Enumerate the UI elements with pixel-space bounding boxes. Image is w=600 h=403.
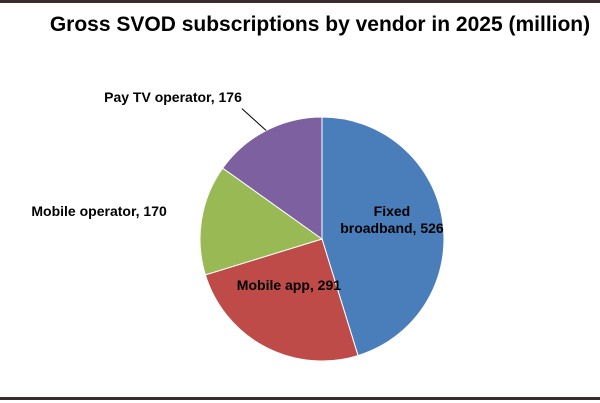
data-label-box: Fixed broadband, 526 — [340, 203, 444, 237]
pie-slice — [222, 116, 323, 240]
data-label-box: Mobile app, 291 — [236, 276, 342, 293]
data-label: Mobile app, 291 — [236, 276, 342, 293]
data-label-box: Pay TV operator, 176 — [104, 88, 242, 105]
chart: Fixed broadband, 526 Mobile app, 291 Mobil… — [31, 88, 445, 362]
data-label: Fixed broadband, 526 — [340, 203, 444, 237]
pie-slice — [204, 238, 359, 362]
data-label-box: Mobile operator, 170 — [31, 203, 167, 220]
pie-slice — [321, 116, 445, 357]
data-label: Mobile operator, 170 — [31, 203, 167, 220]
leader-line — [241, 108, 267, 131]
chart-title: Gross SVOD subscriptions by vendor in 20… — [49, 13, 591, 36]
pie-slice — [199, 167, 324, 276]
data-label: Pay TV operator, 176 — [104, 88, 242, 105]
